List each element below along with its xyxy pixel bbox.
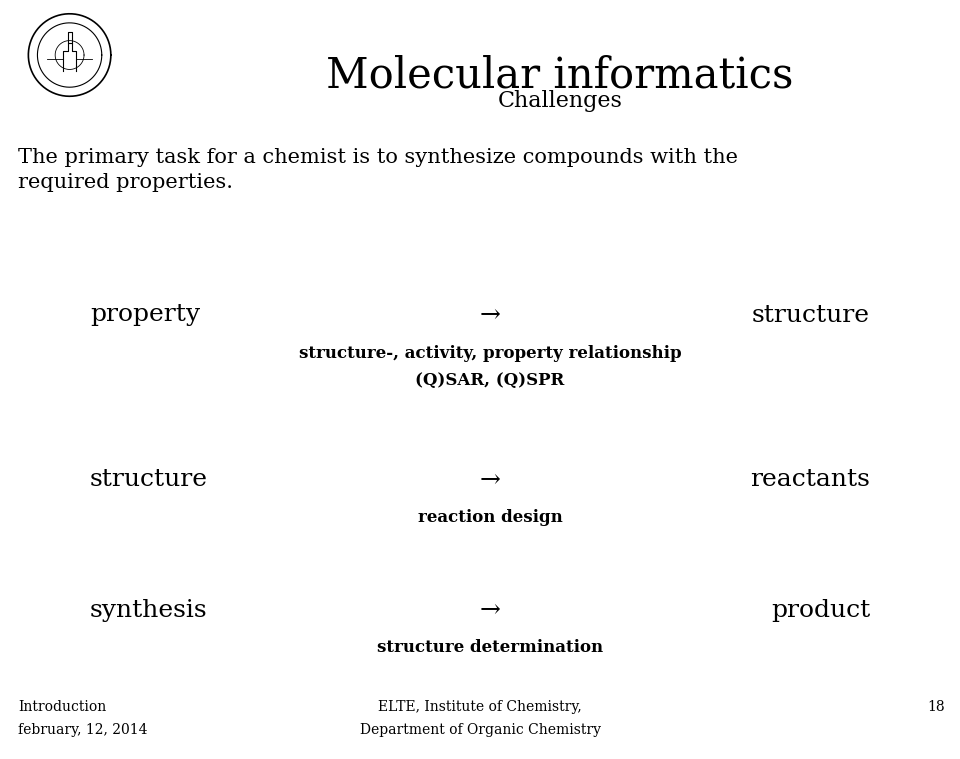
- Text: ELTE, Institute of Chemistry,: ELTE, Institute of Chemistry,: [378, 700, 582, 714]
- Text: (Q)SAR, (Q)SPR: (Q)SAR, (Q)SPR: [416, 371, 564, 389]
- Text: →: →: [479, 304, 500, 326]
- Text: product: product: [771, 599, 870, 622]
- Text: The primary task for a chemist is to synthesize compounds with the
required prop: The primary task for a chemist is to syn…: [18, 148, 738, 192]
- Text: Molecular informatics: Molecular informatics: [326, 55, 794, 97]
- Text: Introduction: Introduction: [18, 700, 107, 714]
- Text: structure: structure: [752, 304, 870, 326]
- Text: structure: structure: [90, 468, 208, 492]
- Text: structure determination: structure determination: [377, 640, 603, 657]
- Text: february, 12, 2014: february, 12, 2014: [18, 723, 148, 737]
- Text: →: →: [479, 468, 500, 492]
- Text: Challenges: Challenges: [497, 90, 622, 112]
- Text: →: →: [479, 599, 500, 622]
- Text: reaction design: reaction design: [418, 509, 563, 527]
- Text: reactants: reactants: [750, 468, 870, 492]
- Text: property: property: [90, 304, 200, 326]
- Text: 18: 18: [927, 700, 945, 714]
- Text: synthesis: synthesis: [90, 599, 207, 622]
- Text: Department of Organic Chemistry: Department of Organic Chemistry: [359, 723, 601, 737]
- Text: structure-, activity, property relationship: structure-, activity, property relations…: [299, 345, 682, 361]
